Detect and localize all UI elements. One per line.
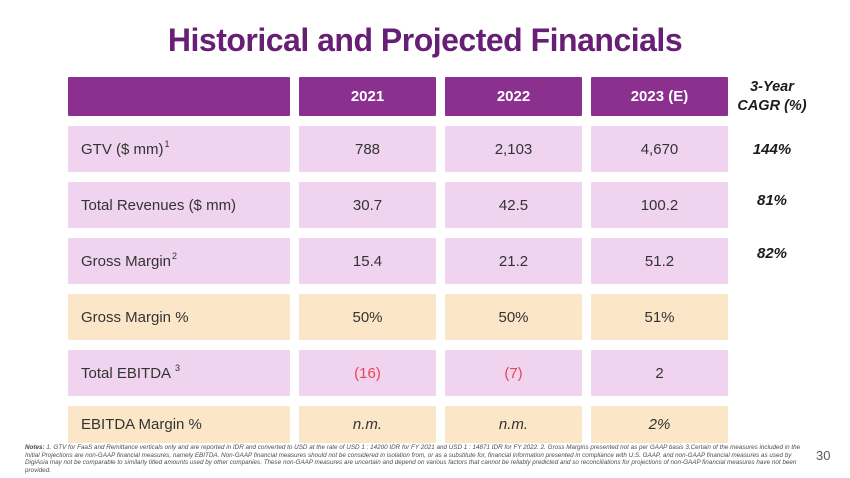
value-cell: 50% xyxy=(299,294,436,340)
value-cell: 2,103 xyxy=(445,126,582,172)
value-cell: 51% xyxy=(591,294,728,340)
row-label-gross-margin-pct: Gross Margin % xyxy=(68,294,290,340)
value-cell: 50% xyxy=(445,294,582,340)
page-title: Historical and Projected Financials xyxy=(167,22,683,58)
footnotes: Notes: 1. GTV for FaaS and Remittance ve… xyxy=(25,444,813,474)
row-label-text: GTV ($ mm)1 xyxy=(81,138,170,158)
cagr-value: 82% xyxy=(756,244,788,262)
cagr-header-line1: 3-Year xyxy=(750,79,794,96)
row-label-text: Gross Margin2 xyxy=(81,250,178,270)
value-cell: 21.2 xyxy=(445,238,582,284)
header-cell-2022: 2022 xyxy=(445,77,582,116)
row-label-text: Total EBITDA 3 xyxy=(81,362,181,382)
page-number: 30 xyxy=(816,448,831,463)
cagr-value xyxy=(737,350,807,396)
cagr-value: 81% xyxy=(756,191,788,209)
footnote-sup: 3 xyxy=(175,362,181,373)
row-label-gross-margin: Gross Margin2 xyxy=(68,238,290,284)
row-label-text: EBITDA Margin % xyxy=(81,416,202,433)
footnotes-text: 1. GTV for FaaS and Remittance verticals… xyxy=(25,444,801,474)
value-cell: 788 xyxy=(299,126,436,172)
value-cell: 42.5 xyxy=(445,182,582,228)
row-label-total-revenues: Total Revenues ($ mm) xyxy=(68,182,290,228)
header-cell-cagr: 3-Year CAGR (%) xyxy=(737,77,807,116)
cagr-value xyxy=(737,406,807,443)
header-cell-2023e: 2023 (E) xyxy=(591,77,728,116)
header-cell-2021: 2021 xyxy=(299,77,436,116)
row-label-text: Total Revenues ($ mm) xyxy=(81,196,237,214)
cagr-header-line2: CAGR (%) xyxy=(737,97,807,114)
row-label-total-ebitda: Total EBITDA 3 xyxy=(68,350,290,396)
value-cell: n.m. xyxy=(299,406,436,443)
row-label-gtv: GTV ($ mm)1 xyxy=(68,126,290,172)
value-cell: 2% xyxy=(591,406,728,443)
footnote-sup: 1 xyxy=(164,138,170,149)
value-cell: 51.2 xyxy=(591,238,728,284)
value-cell-negative: (16) xyxy=(299,350,436,396)
row-label-text: Gross Margin % xyxy=(81,308,189,326)
cagr-value: 144% xyxy=(752,140,792,158)
financials-table: 2021 2022 2023 (E) 3-Year CAGR (%) GTV (… xyxy=(68,77,807,443)
value-cell: 4,670 xyxy=(591,126,728,172)
value-cell-negative: (7) xyxy=(445,350,582,396)
row-label-ebitda-margin-pct: EBITDA Margin % xyxy=(68,406,290,443)
value-cell: 2 xyxy=(591,350,728,396)
footnote-sup: 2 xyxy=(172,250,178,261)
header-cell-blank xyxy=(68,77,290,116)
value-cell: 15.4 xyxy=(299,238,436,284)
value-cell: 30.7 xyxy=(299,182,436,228)
cagr-value xyxy=(737,294,807,340)
value-cell: 100.2 xyxy=(591,182,728,228)
footnotes-label: Notes: xyxy=(25,444,45,451)
value-cell: n.m. xyxy=(445,406,582,443)
